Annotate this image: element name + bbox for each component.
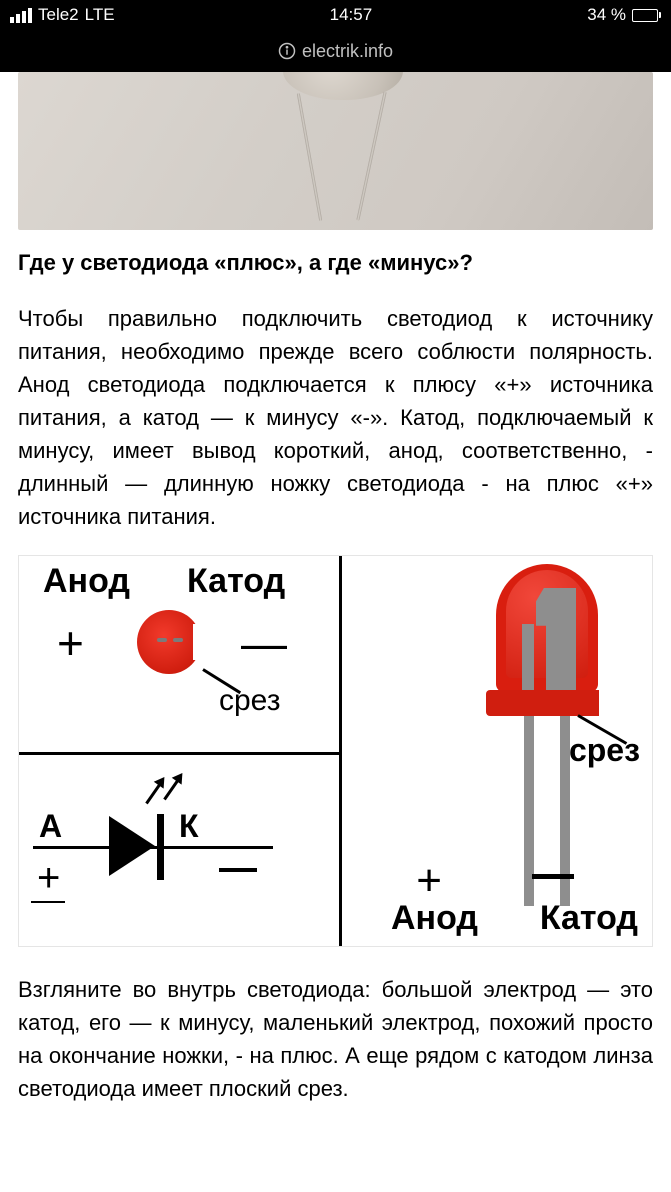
led-top-slot2 [173, 638, 183, 642]
cathode-electrode [546, 588, 576, 692]
carrier-label: Tele2 [38, 5, 79, 25]
plus-sign-bl: + [37, 856, 60, 901]
minus-sign-tl: — [241, 616, 287, 670]
component-photo [18, 72, 653, 230]
battery-icon [632, 9, 661, 22]
divider-vertical [339, 556, 342, 946]
label-cathode-bottom: Катод [540, 899, 638, 938]
label-K: К [179, 808, 199, 845]
label-A: А [39, 808, 62, 845]
label-cut-side: срез [569, 732, 640, 769]
label-anode-top: Анод [43, 562, 130, 601]
plus-sign-tl: + [57, 616, 84, 670]
led-topview [137, 610, 201, 674]
article-heading: Где у светодиода «плюс», а где «минус»? [18, 248, 653, 278]
article-content: Где у светодиода «плюс», а где «минус»? … [0, 72, 671, 1105]
anode-electrode [522, 624, 534, 692]
status-time: 14:57 [330, 5, 373, 25]
url-bar[interactable]: electrik.info [0, 30, 671, 72]
url-text: electrik.info [302, 41, 393, 62]
signal-icon [10, 8, 32, 23]
label-cathode-top: Катод [187, 562, 285, 601]
minus-sign-bl [219, 868, 257, 872]
led-diagram: Анод Катод + — срез А К + срез + [18, 555, 653, 947]
label-anode-bottom: Анод [391, 899, 478, 938]
network-label: LTE [85, 5, 115, 25]
divider-horizontal [19, 752, 339, 755]
article-para-2: Взгляните во внутрь светодиода: большой … [18, 973, 653, 1105]
battery-pct: 34 % [587, 5, 626, 25]
led-top-slot1 [157, 638, 167, 642]
article-para-1: Чтобы правильно подключить светодиод к и… [18, 302, 653, 533]
label-cut-top: срез [219, 684, 280, 718]
led-flange [486, 690, 608, 716]
status-right: 34 % [587, 5, 661, 25]
info-icon [278, 42, 296, 60]
led-sideview [496, 564, 598, 732]
schematic-triangle [109, 816, 155, 876]
schematic-bar [157, 814, 164, 880]
emission-arrow-1 [145, 779, 164, 804]
status-bar: Tele2 LTE 14:57 34 % [0, 0, 671, 30]
minus-sign-br [532, 874, 574, 879]
status-left: Tele2 LTE [10, 5, 115, 25]
